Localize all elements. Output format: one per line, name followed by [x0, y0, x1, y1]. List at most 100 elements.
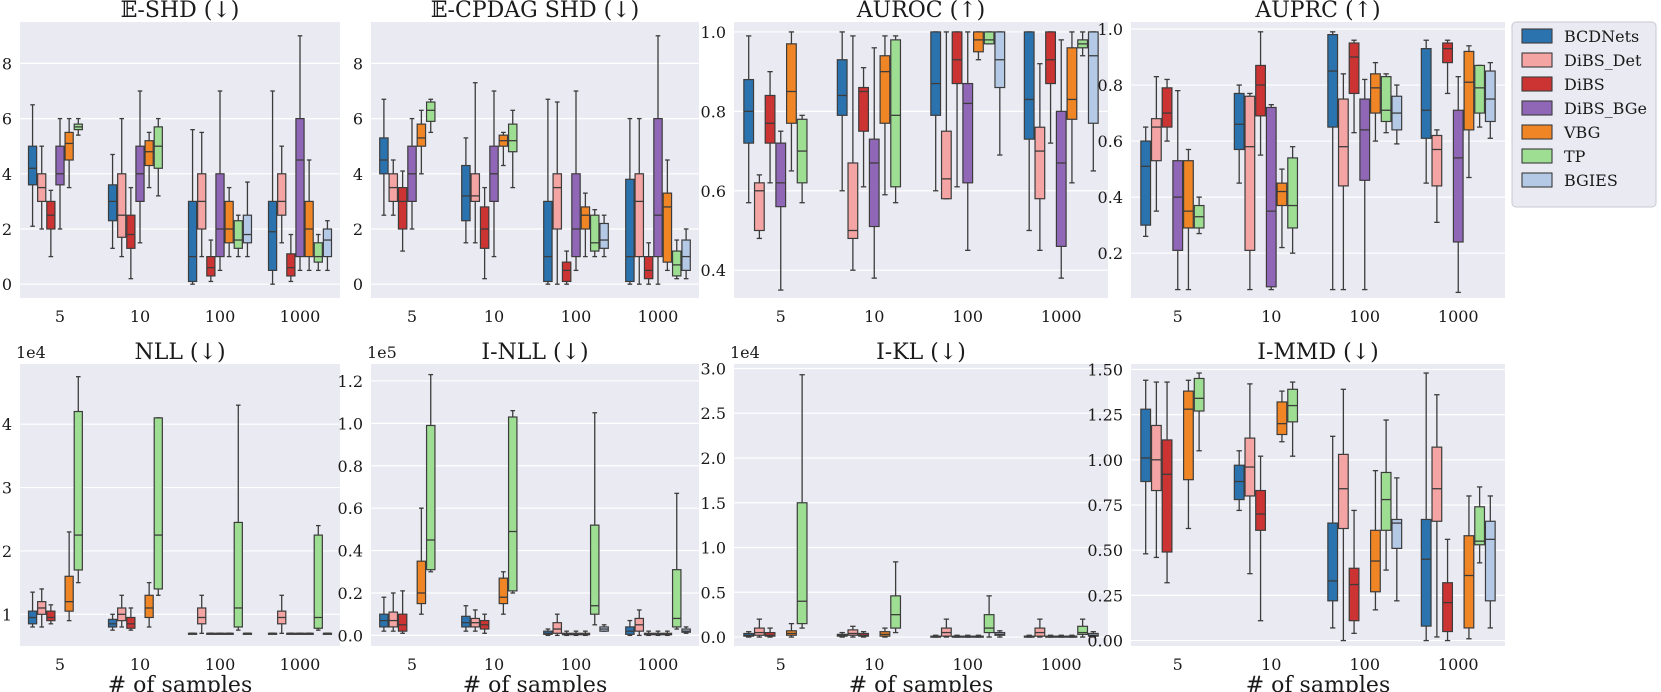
panel-shd-box-bcdnets-5 [27, 104, 38, 227]
panel-i-nll-ytick-label: 0.4 [338, 542, 363, 561]
panel-i-mmd-xtick-label: 100 [1349, 655, 1380, 674]
panel-i-mmd-ytick-label: 0.25 [1087, 586, 1123, 605]
panel-cpdag-shd-ytick-label: 8 [353, 54, 363, 73]
panel-auprc-ytick-label: 0.8 [1098, 76, 1123, 95]
panel-i-nll-ytick-label: 1.2 [338, 372, 363, 391]
panel-shd-ytick-label: 2 [2, 220, 12, 239]
panel-auprc-box-vbg-100 [1369, 61, 1381, 142]
panel-auprc-box-tp-1000 [1474, 64, 1486, 128]
panel-i-kl-box-vbg-10 [879, 627, 891, 638]
panel-i-nll-box-tp-100 [589, 412, 600, 626]
panel-cpdag-shd-box-tp-10 [507, 109, 518, 189]
panel-cpdag-shd-xtick-label: 100 [561, 307, 592, 326]
panel-i-nll-xtick-label: 5 [407, 655, 417, 674]
panel-auroc-box-dibs-det-1000 [1034, 63, 1046, 251]
panel-auprc-title: AUPRC (↑) [1254, 0, 1380, 23]
panel-i-kl-box-dibs-det-5 [753, 618, 765, 638]
panel-auroc-box-dibs-100 [951, 31, 963, 188]
panel-i-kl-box-dibs-100 [951, 634, 963, 638]
panel-i-kl-xtick-label: 10 [864, 655, 884, 674]
panel-i-mmd-title: I-MMD (↓) [1257, 340, 1378, 365]
panel-i-mmd-box-vbg-100 [1369, 470, 1381, 611]
panel-nll-box-dibs-bge-100 [215, 632, 225, 635]
panel-cpdag-shd-box-dibs-10 [479, 186, 490, 280]
panel-auroc-box-dibs-bge-1000 [1055, 39, 1067, 279]
panel-auprc-box-bcdnets-5 [1140, 126, 1152, 238]
panel-auprc-box-dibs-10 [1255, 31, 1267, 156]
panel-shd-box-dibs-det-1000 [277, 145, 287, 244]
panel-shd-box-tp-10 [153, 117, 163, 197]
panel-nll-sci-offset: 1e4 [16, 343, 46, 362]
panel-i-mmd-box-tp-10 [1287, 381, 1299, 457]
panel-nll-ytick-label: 3 [2, 479, 12, 498]
panel-i-kl-box-dibs-bge-1000 [1055, 634, 1067, 638]
panel-i-kl-box-vbg-5 [785, 622, 797, 638]
panel-i-nll-box-dibs-bge-1000 [653, 630, 663, 637]
panel-i-mmd-ytick-label: 0.00 [1087, 632, 1123, 651]
panel-i-nll-xtick-label: 100 [561, 655, 592, 674]
panel-shd-box-bcdnets-100 [187, 128, 198, 285]
panel-i-mmd-box-tp-100 [1380, 419, 1392, 571]
panel-i-nll-box-dibs-100 [561, 630, 572, 637]
panel-i-nll-title: I-NLL (↓) [481, 340, 588, 365]
panel-i-kl-xtick-label: 1000 [1041, 655, 1082, 674]
panel-auroc-box-bcdnets-5 [743, 35, 755, 204]
panel-nll-box-bcdnets-100 [187, 632, 198, 635]
legend-label: VBG [1563, 123, 1600, 142]
panel-nll-xtick-label: 1000 [280, 655, 321, 674]
panel-cpdag-shd-box-bgies-1000 [681, 228, 691, 280]
panel-cpdag-shd-box-tp-5 [425, 98, 436, 134]
panel-auprc-ytick-label: 0.2 [1098, 244, 1123, 263]
panel-i-nll-box-dibs-bge-100 [571, 630, 581, 637]
panel-i-mmd-box-dibs-det-100 [1337, 388, 1349, 642]
legend-item-tp: TP [1521, 147, 1586, 166]
panel-i-kl-xlabel: # of samples [849, 673, 994, 692]
panel-auprc-box-dibs-1000 [1442, 39, 1454, 95]
panel-i-kl-box-tp-100 [983, 595, 995, 638]
panel-auroc-box-bcdnets-1000 [1023, 31, 1035, 232]
panel-i-nll-box-bgies-1000 [681, 626, 691, 634]
panel-auprc-box-dibs-det-10 [1244, 92, 1256, 291]
panel-shd-box-tp-1000 [313, 233, 323, 272]
panel-shd-box-dibs-10 [126, 186, 136, 280]
panel-auprc-box-dibs-bge-1000 [1452, 75, 1464, 294]
legend-swatch [1521, 172, 1553, 188]
panel-i-kl-box-bgies-1000 [1087, 631, 1099, 638]
panel-auroc-xtick-label: 10 [864, 307, 884, 326]
panel-auprc-box-dibs-det-1000 [1431, 129, 1443, 223]
legend-swatch [1521, 100, 1553, 116]
panel-i-kl-box-bgies-100 [994, 630, 1006, 638]
panel-cpdag-shd-box-dibs-det-10 [470, 82, 481, 244]
panel-i-mmd-box-bcdnets-5 [1140, 379, 1152, 555]
legend-label: BGIES [1564, 171, 1618, 190]
panel-cpdag-shd-plot-area [371, 22, 699, 298]
panel-auroc-box-dibs-det-5 [753, 174, 765, 240]
panel-auprc-box-vbg-1000 [1463, 45, 1475, 179]
panel-auroc-box-tp-5 [796, 114, 808, 204]
panel-cpdag-shd-box-dibs-bge-10 [489, 90, 499, 258]
panel-i-mmd-box-vbg-10 [1276, 390, 1288, 443]
panel-cpdag-shd-box-dibs-det-100 [552, 101, 563, 285]
panel-i-mmd-xlabel: # of samples [1246, 673, 1391, 692]
panel-shd-title: 𝔼-SHD (↓) [121, 0, 240, 23]
panel-cpdag-shd-xtick-label: 10 [484, 307, 504, 326]
panel-i-kl-box-dibs-1000 [1045, 634, 1057, 638]
panel-i-mmd-xtick-label: 1000 [1438, 655, 1479, 674]
legend-item-dibs-bge: DiBS_BGe [1521, 99, 1647, 118]
panel-auroc-box-dibs-bge-5 [775, 130, 787, 291]
panel-i-nll-box-bcdnets-5 [379, 596, 389, 632]
panel-auroc-box-vbg-10 [879, 35, 891, 196]
legend-item-dibs: DiBS [1521, 75, 1605, 94]
panel-i-kl-box-vbg-1000 [1066, 634, 1078, 638]
panel-i-nll-box-tp-1000 [671, 492, 682, 630]
panel-cpdag-shd-box-dibs-det-5 [388, 159, 399, 216]
panel-cpdag-shd-box-dibs-5 [397, 170, 408, 252]
panel-auprc-ytick-label: 0.4 [1098, 188, 1123, 207]
panel-cpdag-shd-box-dibs-bge-100 [571, 90, 581, 272]
panel-i-kl-ytick-label: 0.5 [701, 583, 726, 602]
panel-i-nll-box-bgies-100 [599, 624, 609, 632]
panel-i-kl-ytick-label: 3.0 [701, 359, 726, 378]
panel-i-nll-box-dibs-det-100 [552, 613, 563, 637]
legend-swatch [1521, 52, 1553, 68]
